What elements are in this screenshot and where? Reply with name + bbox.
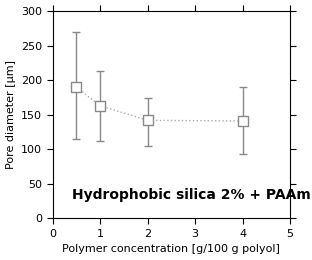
Y-axis label: Pore diameter [µm]: Pore diameter [µm]	[6, 60, 16, 169]
Text: Hydrophobic silica 2% + PAAm: Hydrophobic silica 2% + PAAm	[72, 188, 310, 202]
X-axis label: Polymer concentration [g/100 g polyol]: Polymer concentration [g/100 g polyol]	[62, 244, 280, 255]
